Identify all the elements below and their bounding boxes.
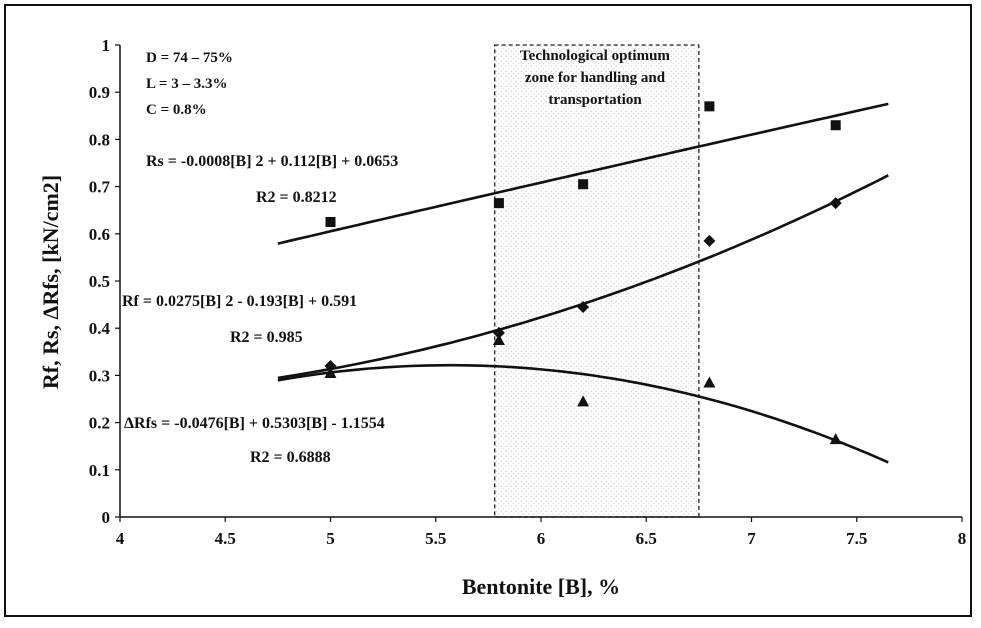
equation-drfs: ΔRfs = -0.0476[B] + 0.5303[B] - 1.1554 <box>124 415 385 432</box>
marker-square <box>325 217 336 227</box>
zone-label-line-3: transportation <box>548 92 642 108</box>
marker-diamond <box>324 359 337 372</box>
fit-curve-3 <box>277 363 889 464</box>
y-tick-label: 0.5 <box>89 272 110 291</box>
marker-square <box>578 179 589 190</box>
marker-square <box>493 198 504 209</box>
y-tick-label: 0.3 <box>89 366 110 385</box>
x-tick-label: 6.5 <box>636 529 657 548</box>
x-tick-label: 8 <box>958 529 967 548</box>
optimum-zone <box>494 44 700 518</box>
y-ticks: 0 0.1 0.2 0.3 0.4 0.5 0.6 0.7 0.8 0.9 1 <box>89 36 120 527</box>
marker-triangle <box>829 433 842 445</box>
y-tick-label: 0.7 <box>89 178 111 197</box>
equation-rs: Rs = -0.0008[B] 2 + 0.112[B] + 0.0653 <box>146 153 398 170</box>
marker-diamond <box>829 197 842 210</box>
x-tick-label: 6 <box>537 529 546 548</box>
y-axis-title: Rf, Rs, ΔRfs, [kN/cm2] <box>38 175 63 389</box>
x-axis-title: Bentonite [B], % <box>462 574 620 599</box>
x-tick-label: 4.5 <box>215 529 236 548</box>
data-markers <box>324 101 842 445</box>
condition-c: C = 0.8% <box>146 102 207 118</box>
marker-triangle <box>577 395 590 407</box>
condition-d: D = 74 – 75% <box>146 50 233 66</box>
marker-triangle <box>703 376 716 388</box>
r2-rs: R2 = 0.8212 <box>256 189 337 206</box>
marker-diamond <box>577 300 590 313</box>
marker-triangle <box>324 367 337 379</box>
marker-square <box>830 120 841 131</box>
y-tick-label: 0.2 <box>89 414 110 433</box>
x-ticks: 4 4.5 5 5.5 6 6.5 7 7.5 8 <box>116 517 967 548</box>
condition-l: L = 3 – 3.3% <box>146 76 227 92</box>
zone-label-line-2: zone for handling and <box>525 70 666 86</box>
marker-triangle <box>492 334 505 345</box>
x-tick-label: 5 <box>326 529 335 548</box>
y-tick-label: 1 <box>102 36 111 55</box>
r2-rf: R2 = 0.985 <box>230 329 303 346</box>
marker-diamond <box>492 326 505 339</box>
y-tick-label: 0.8 <box>89 130 110 149</box>
marker-diamond <box>703 234 716 247</box>
x-tick-label: 4 <box>116 529 125 548</box>
r2-drfs: R2 = 0.6888 <box>250 449 331 466</box>
marker-square <box>704 101 715 112</box>
y-tick-label: 0.6 <box>89 225 110 244</box>
zone-label-line-1: Technological optimum <box>520 48 670 64</box>
fit-curve-1 <box>277 102 889 245</box>
chart-frame <box>4 4 972 617</box>
y-tick-label: 0.1 <box>89 461 110 480</box>
y-tick-label: 0 <box>102 508 111 527</box>
x-tick-label: 7 <box>747 529 756 548</box>
y-tick-label: 0.9 <box>89 83 110 102</box>
equation-rf: Rf = 0.0275[B] 2 - 0.193[B] + 0.591 <box>122 293 357 310</box>
x-tick-label: 5.5 <box>425 529 446 548</box>
y-tick-label: 0.4 <box>89 319 111 338</box>
x-tick-label: 7.5 <box>846 529 867 548</box>
